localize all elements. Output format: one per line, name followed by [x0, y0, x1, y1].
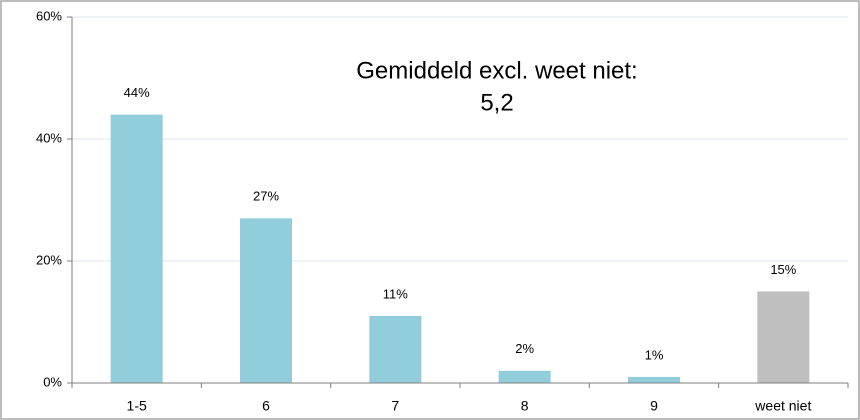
annotation: 5,2 — [480, 89, 513, 116]
value-label: 1% — [645, 347, 664, 362]
annotation: Gemiddeld excl. weet niet: — [356, 57, 637, 84]
y-tick-label: 0% — [43, 374, 62, 389]
x-tick-label: 9 — [650, 398, 658, 414]
y-tick-label: 40% — [36, 130, 62, 145]
y-tick-label: 60% — [36, 8, 62, 23]
y-tick-label: 20% — [36, 252, 62, 267]
bar — [240, 218, 292, 383]
x-tick-label: 1-5 — [127, 398, 147, 414]
x-tick-label: 7 — [391, 398, 399, 414]
x-tick-label: 8 — [521, 398, 529, 414]
value-label: 11% — [383, 286, 408, 301]
x-tick-label: 6 — [262, 398, 270, 414]
value-label: 2% — [515, 341, 534, 356]
x-tick-label: weet niet — [754, 398, 811, 414]
bar — [110, 114, 163, 383]
bar — [628, 376, 680, 383]
value-label: 27% — [253, 189, 279, 204]
bar — [369, 315, 422, 383]
value-label: 44% — [124, 85, 150, 100]
value-label: 15% — [770, 262, 796, 277]
bar — [757, 291, 810, 383]
bar — [498, 370, 551, 383]
